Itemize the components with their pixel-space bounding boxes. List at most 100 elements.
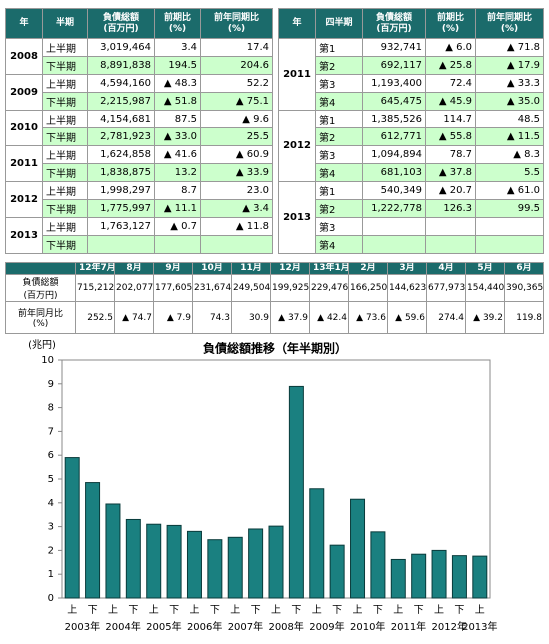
value-cell: 119.8 <box>504 301 544 334</box>
value-cell: ▲ 25.8 <box>425 55 476 75</box>
row-label: 前年同月比 (%) <box>5 301 76 334</box>
value-cell: 87.5 <box>154 109 201 129</box>
value-cell: ▲ 3.4 <box>200 199 273 218</box>
y-tick-label: 4 <box>48 498 54 509</box>
value-cell: ▲ 33.0 <box>154 127 201 147</box>
header-cell: 10月 <box>192 262 232 275</box>
row: 下半期 2,781,923 ▲ 33.0 25.5 <box>6 127 273 147</box>
y-tick-label: 2 <box>48 545 54 556</box>
header-cell-line: (%) <box>441 23 460 34</box>
x-tick-label: 上 <box>475 604 485 616</box>
value-cell: 1,624,858 <box>87 145 155 165</box>
row: 第4 645,475 ▲ 45.9 ▲ 35.0 <box>279 91 544 111</box>
bar <box>166 524 182 599</box>
row: 第2 692,117 ▲ 25.8 ▲ 17.9 <box>279 55 544 75</box>
value-cell: 74.3 <box>192 301 232 334</box>
bar <box>431 549 447 599</box>
row: 2013 上半期 1,763,127 ▲ 0.7 ▲ 11.8 <box>5 216 273 254</box>
value-cell <box>425 216 476 236</box>
y-tick-label: 8 <box>48 403 54 414</box>
value-cell: 2,215,987 <box>87 91 155 111</box>
year-cell: 2012 <box>278 109 316 183</box>
header-cell-line: 年 <box>19 18 29 28</box>
value-cell: ▲ 33.3 <box>475 73 544 93</box>
value-cell: 229,476 <box>309 274 349 302</box>
header-cell: 四半期 <box>315 8 363 39</box>
header-cell: 前期比 (%) <box>425 8 476 39</box>
value-cell: 252.5 <box>75 301 115 334</box>
value-cell: ▲ 6.0 <box>425 38 476 57</box>
value-cell: ▲ 17.9 <box>475 55 544 75</box>
period-cell: 第3 <box>315 73 363 93</box>
x-tick-label: 上 <box>67 604 77 616</box>
period-cell: 下半期 <box>42 234 88 254</box>
value-cell <box>475 216 544 236</box>
x-tick-label: 下 <box>291 605 301 616</box>
x-tick-label: 下 <box>414 605 424 616</box>
x-tick-label: 上 <box>189 604 199 616</box>
value-cell: ▲ 39.2 <box>465 301 505 334</box>
value-cell: 249,504 <box>231 274 271 302</box>
value-cell: 4,154,681 <box>87 109 155 129</box>
value-cell: ▲ 37.8 <box>425 163 476 183</box>
x-tick-label: 上 <box>393 604 403 616</box>
x-tick-label: 下 <box>210 605 220 616</box>
value-cell: ▲ 37.9 <box>270 301 310 334</box>
period-cell: 下半期 <box>42 55 88 75</box>
y-tick-label: 9 <box>48 379 54 390</box>
x-tick-label: 上 <box>353 604 363 616</box>
year-cell: 2008 <box>5 38 43 75</box>
value-cell: 1,094,894 <box>362 145 426 165</box>
row: 下半期 2,215,987 ▲ 51.8 ▲ 75.1 <box>6 91 273 111</box>
period-cell: 上半期 <box>42 109 88 129</box>
year-label: 2006年 <box>187 620 222 633</box>
x-tick-label: 下 <box>332 605 342 616</box>
header-cell: 負債総額 (百万円) <box>87 8 155 39</box>
bar <box>64 457 80 599</box>
year-label: 2013年 <box>462 620 497 633</box>
value-cell: ▲ 55.8 <box>425 127 476 147</box>
value-cell: 23.0 <box>200 181 273 201</box>
header-cell: 5月 <box>465 262 505 275</box>
bar <box>288 385 304 599</box>
period-cell: 下半期 <box>42 199 88 218</box>
value-cell <box>425 234 476 254</box>
row: 2011 第1 932,741 ▲ 6.0 ▲ 71.8 <box>278 38 544 111</box>
header-cell: 11月 <box>231 262 271 275</box>
header-cell: 6月 <box>504 262 544 275</box>
period-cell: 第1 <box>315 181 363 201</box>
header-cell-line: 年 <box>292 18 302 28</box>
value-cell: ▲ 33.9 <box>200 163 273 183</box>
x-tick-label: 上 <box>230 604 240 616</box>
value-cell: 25.5 <box>200 127 273 147</box>
bar <box>207 539 223 599</box>
header-cell: 2月 <box>348 262 388 275</box>
row: 下半期 1,775,997 ▲ 11.1 ▲ 3.4 <box>6 199 273 218</box>
bar <box>390 558 406 599</box>
value-cell: 645,475 <box>362 91 426 111</box>
period-cell: 第3 <box>315 216 363 236</box>
value-cell: ▲ 11.1 <box>154 199 201 218</box>
period-cell: 上半期 <box>42 73 88 93</box>
value-cell: 48.5 <box>475 109 544 129</box>
value-cell: 1,222,778 <box>362 199 426 218</box>
value-cell: 166,250 <box>348 274 388 302</box>
value-cell: 204.6 <box>200 55 273 75</box>
header-row: 12年7月 8月 9月 10月 11月 12月 13年1月 2月 3月 4月 5月 6月 <box>5 262 544 275</box>
y-tick-label: 5 <box>48 474 54 485</box>
header-cell-line: (百万円) <box>103 23 139 34</box>
row: 2009 上半期 4,594,160 ▲ 48.3 52.2 <box>5 73 273 111</box>
row: 第4 <box>279 234 544 254</box>
value-cell: 78.7 <box>425 145 476 165</box>
period-cell: 上半期 <box>42 216 88 236</box>
header-cell <box>5 262 76 275</box>
value-cell <box>87 234 155 254</box>
period-cell: 第3 <box>315 145 363 165</box>
bar <box>329 544 345 599</box>
row-label-line: 前年同月比 <box>17 309 63 319</box>
value-cell: ▲ 8.3 <box>475 145 544 165</box>
header-cell-line: (百万円) <box>376 23 412 34</box>
row: 2013 第1 540,349 ▲ 20.7 ▲ 61.0 <box>278 181 544 254</box>
value-cell: ▲ 73.6 <box>348 301 388 334</box>
